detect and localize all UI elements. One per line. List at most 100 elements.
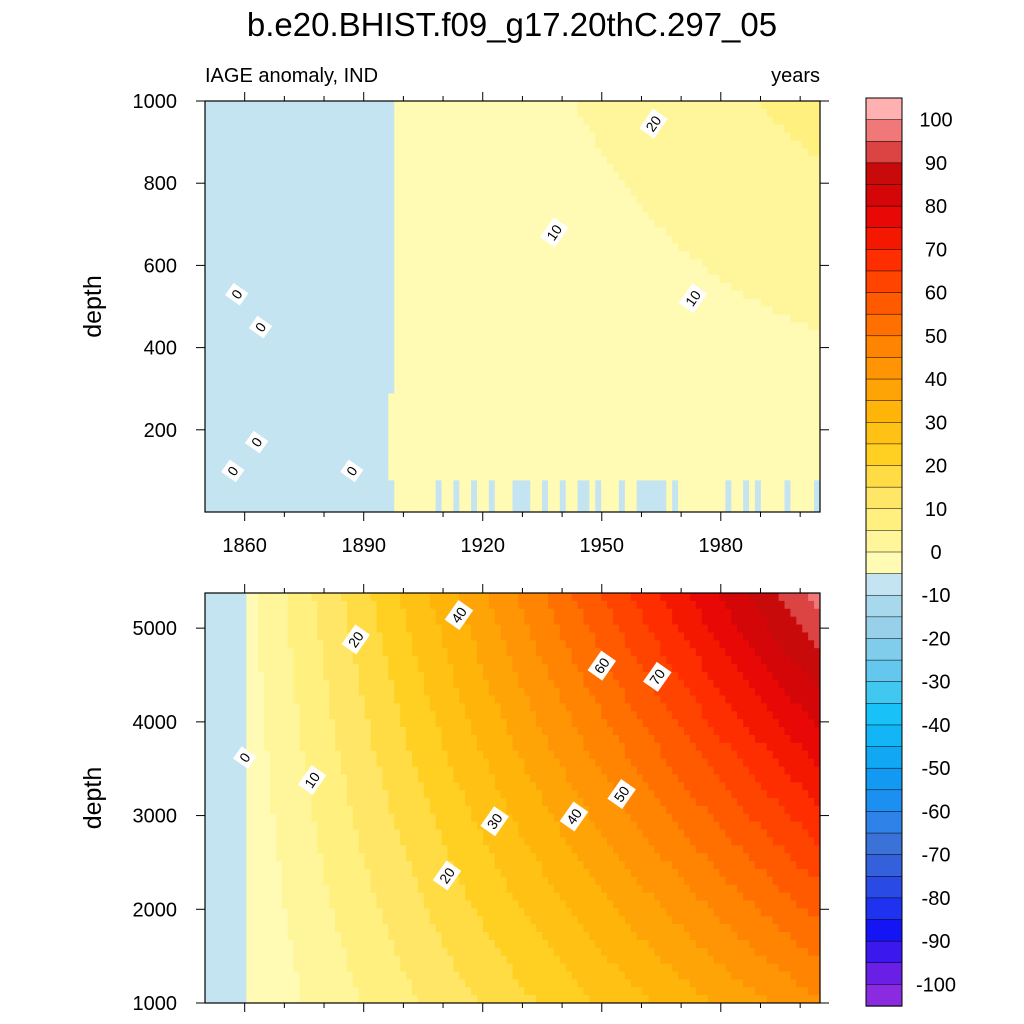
field-cell <box>760 235 768 244</box>
field-cell <box>281 361 289 371</box>
field-cell <box>411 195 419 205</box>
field-cell <box>689 361 697 371</box>
field-cell <box>654 227 661 236</box>
field-cell <box>666 472 673 481</box>
field-cell <box>689 314 697 323</box>
field-cell <box>388 274 395 284</box>
field-cell <box>429 243 437 252</box>
field-cell <box>459 282 466 292</box>
field-cell <box>500 504 508 512</box>
field-cell <box>571 298 579 308</box>
field-cell <box>376 361 383 371</box>
field-cell <box>506 172 514 181</box>
field-cell <box>305 401 313 410</box>
field-cell <box>216 504 224 512</box>
field-cell <box>583 432 590 442</box>
field-cell <box>311 164 318 173</box>
field-cell <box>335 322 342 331</box>
field-cell <box>465 306 472 315</box>
field-cell <box>754 298 762 308</box>
field-cell <box>719 385 726 395</box>
field-cell <box>500 266 508 276</box>
field-cell <box>530 298 537 308</box>
field-cell <box>453 290 460 300</box>
field-cell <box>524 504 531 512</box>
field-cell <box>429 377 437 387</box>
field-cell <box>754 322 762 331</box>
field-cell <box>518 440 525 450</box>
field-cell <box>500 401 508 410</box>
field-cell <box>417 116 425 126</box>
field-cell <box>494 235 502 244</box>
field-cell <box>388 282 395 292</box>
field-cell <box>210 456 218 466</box>
field-cell <box>542 101 549 110</box>
field-cell <box>435 251 443 260</box>
field-cell <box>678 195 685 205</box>
field-cell <box>258 306 265 315</box>
field-cell <box>624 417 632 426</box>
field-cell <box>329 456 336 466</box>
field-cell <box>512 330 520 339</box>
field-cell <box>441 440 449 450</box>
field-cell <box>743 187 750 197</box>
field-cell <box>695 282 703 292</box>
field-cell <box>335 432 342 442</box>
field-cell <box>411 417 419 426</box>
field-cell <box>500 132 508 142</box>
field-cell <box>565 203 573 213</box>
field-cell <box>648 266 656 276</box>
field-cell <box>459 448 466 458</box>
field-cell <box>725 148 732 157</box>
field-cell <box>547 180 555 189</box>
field-cell <box>382 425 389 434</box>
field-cell <box>216 172 224 181</box>
field-cell <box>565 464 573 474</box>
field-cell <box>488 290 496 300</box>
field-cell <box>760 243 768 252</box>
field-cell <box>210 322 218 331</box>
field-cell <box>624 274 632 284</box>
field-cell <box>222 251 230 260</box>
field-cell <box>270 298 277 308</box>
field-cell <box>400 219 407 229</box>
field-cell <box>240 496 247 505</box>
field-cell <box>678 101 685 110</box>
field-cell <box>636 251 644 260</box>
field-cell <box>506 504 514 512</box>
field-cell <box>559 140 567 150</box>
field-cell <box>287 425 295 434</box>
field-cell <box>447 195 454 205</box>
field-cell <box>364 211 372 221</box>
field-cell <box>382 393 389 402</box>
field-cell <box>323 195 330 205</box>
field-cell <box>411 488 419 497</box>
field-cell <box>471 464 478 474</box>
field-cell <box>618 440 626 450</box>
field-cell <box>252 409 259 418</box>
field-cell <box>660 393 667 402</box>
field-cell <box>482 401 490 410</box>
field-cell <box>346 164 354 173</box>
field-cell <box>346 172 354 181</box>
field-cell <box>264 488 271 497</box>
field-cell <box>417 219 425 229</box>
field-cell <box>760 432 768 442</box>
field-cell <box>246 164 253 173</box>
field-cell <box>707 187 715 197</box>
field-cell <box>719 108 726 118</box>
field-cell <box>394 274 401 284</box>
field-cell <box>512 306 520 315</box>
field-cell <box>205 124 212 134</box>
field-cell <box>678 116 685 126</box>
field-cell <box>559 361 567 371</box>
field-cell <box>411 116 419 126</box>
field-cell <box>506 385 514 395</box>
field-cell <box>435 393 443 402</box>
field-cell <box>222 266 230 276</box>
field-cell <box>305 393 313 402</box>
field-cell <box>293 187 301 197</box>
field-cell <box>760 496 768 505</box>
field-cell <box>583 274 590 284</box>
field-cell <box>346 235 354 244</box>
